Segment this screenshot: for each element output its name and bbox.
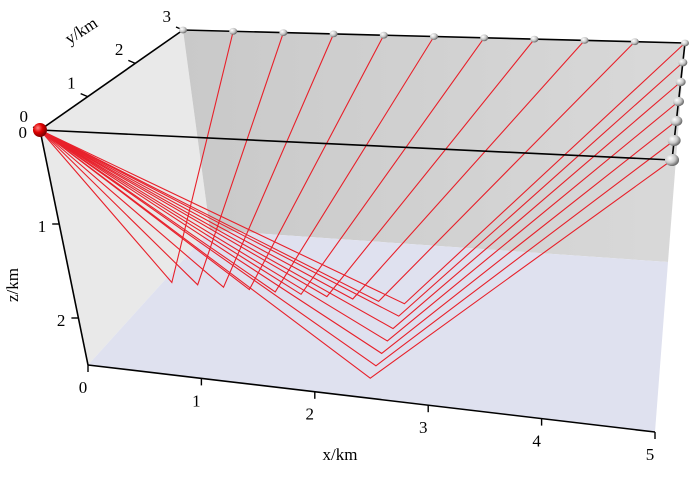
ray bbox=[39, 34, 385, 291]
ray bbox=[39, 41, 636, 303]
receiver bbox=[329, 30, 338, 38]
x-tick-label: 2 bbox=[306, 405, 315, 424]
receiver bbox=[681, 39, 689, 47]
receiver bbox=[229, 27, 238, 35]
receiver bbox=[279, 29, 288, 36]
tick bbox=[128, 59, 136, 64]
receiver bbox=[179, 26, 187, 34]
x-tick-label: 3 bbox=[419, 418, 428, 437]
ray bbox=[39, 36, 435, 293]
receiver bbox=[673, 96, 684, 107]
left-wall bbox=[40, 30, 210, 365]
ray bbox=[39, 129, 673, 379]
edge bbox=[39, 129, 89, 366]
tick bbox=[80, 93, 88, 98]
ray bbox=[39, 62, 684, 317]
x-tick-label: 5 bbox=[646, 445, 655, 464]
receiver bbox=[670, 115, 683, 127]
ray bbox=[39, 81, 682, 330]
ray bbox=[39, 129, 675, 367]
receiver bbox=[678, 58, 688, 67]
z-tick-label: 2 bbox=[57, 311, 66, 330]
x-tick-label: 4 bbox=[532, 432, 541, 451]
receiver bbox=[630, 38, 639, 46]
edge bbox=[39, 129, 673, 161]
ray bbox=[39, 40, 586, 300]
ray bbox=[39, 33, 335, 289]
x-axis-label: x/km bbox=[323, 445, 358, 464]
y-tick-label: 0 bbox=[20, 107, 29, 126]
receiver bbox=[379, 31, 388, 39]
receiver bbox=[665, 154, 679, 166]
edge bbox=[87, 364, 656, 433]
source bbox=[33, 123, 47, 137]
ray bbox=[39, 37, 485, 296]
y-tick-label: 3 bbox=[163, 7, 172, 26]
y-tick-label: 1 bbox=[67, 74, 76, 93]
ray bbox=[39, 120, 677, 355]
ray bbox=[39, 32, 284, 286]
receiver bbox=[580, 37, 589, 44]
back-wall bbox=[183, 30, 685, 262]
y-tick-label: 2 bbox=[115, 40, 124, 59]
z-axis-label: z/km bbox=[3, 268, 22, 302]
y-axis-label: y/km bbox=[61, 13, 101, 48]
ray bbox=[39, 42, 686, 305]
x-tick-label: 0 bbox=[79, 378, 88, 397]
ray bbox=[39, 101, 679, 342]
edge bbox=[39, 29, 184, 131]
z-tick-label: 0 bbox=[19, 123, 28, 142]
receiver bbox=[530, 35, 539, 43]
receiver bbox=[667, 134, 681, 147]
ray bbox=[39, 38, 535, 298]
receiver bbox=[430, 33, 438, 40]
receiver bbox=[675, 77, 686, 87]
x-tick-label: 1 bbox=[192, 391, 201, 410]
ray bbox=[39, 31, 234, 284]
z-tick-label: 1 bbox=[38, 217, 47, 236]
receiver bbox=[480, 34, 489, 42]
